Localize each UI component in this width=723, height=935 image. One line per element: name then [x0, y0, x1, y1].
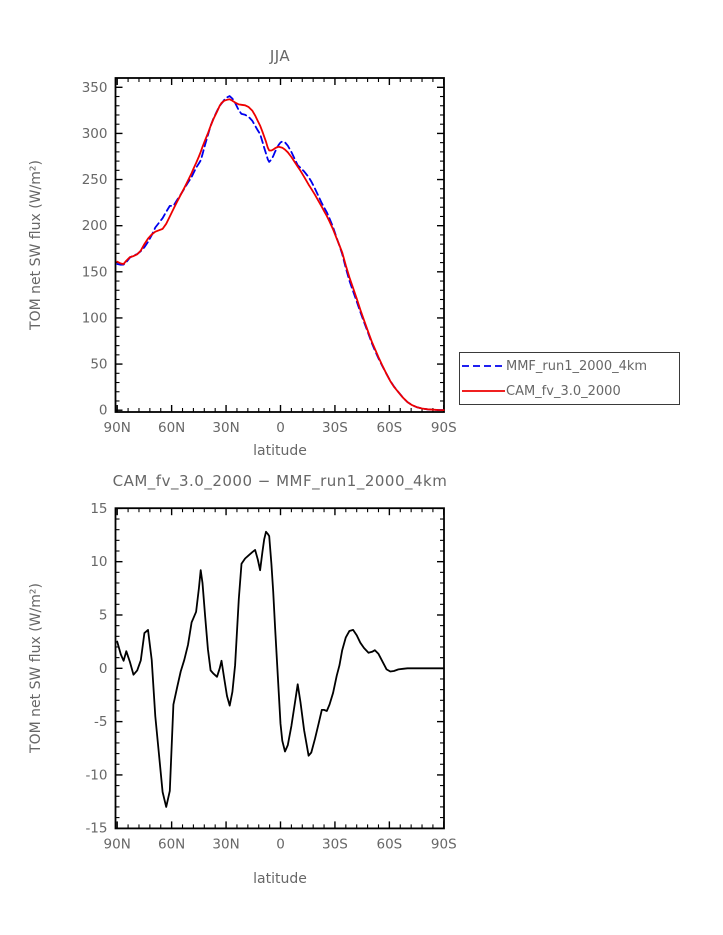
- x-tick-label: 0: [276, 836, 285, 852]
- top-chart-plot-area: 90N 60N 30N 0 30S 60S 90S 0 50 100 150 200 250 300 350: [82, 77, 457, 436]
- plot-frame: [114, 507, 445, 830]
- bottom-chart-x-axis-label: latitude: [253, 871, 307, 887]
- x-tick-label: 90N: [104, 420, 131, 436]
- plot-frame: [114, 77, 445, 413]
- series-line-cam-fv-3-0-2000: [116, 98, 445, 412]
- y-tick-label: 10: [90, 554, 107, 570]
- y-tick-label: 0: [99, 403, 108, 419]
- y-tick-label: -10: [85, 767, 107, 783]
- x-tick-label: 90S: [431, 420, 457, 436]
- legend-dashed-line-sample: [462, 365, 505, 367]
- x-tick-label: 60N: [158, 420, 185, 436]
- y-tick-label: 100: [82, 310, 108, 326]
- y-tick-label: 15: [90, 501, 107, 517]
- bottom-chart-y-axis-label: TOM net SW flux (W/m²): [28, 583, 44, 753]
- bottom-chart-title: CAM_fv_3.0_2000 − MMF_run1_2000_4km: [112, 472, 448, 490]
- x-tick-label: 90N: [104, 836, 131, 852]
- x-tick-label: 30N: [212, 836, 239, 852]
- series-line-cam-fv-3-0-2000-mmf-run1-2000-4km: [116, 530, 445, 808]
- x-tick-label: 30N: [212, 420, 239, 436]
- y-tick-label: 350: [82, 80, 108, 96]
- legend-label-cam: CAM_fv_3.0_2000: [506, 383, 621, 399]
- y-tick-label: 150: [82, 264, 108, 280]
- legend-label-mmf: MMF_run1_2000_4km: [506, 358, 648, 374]
- x-tick-label: 30S: [322, 420, 348, 436]
- top-chart-x-axis-label: latitude: [253, 443, 307, 459]
- y-tick-label: 0: [99, 661, 108, 677]
- y-tick-label: 250: [82, 172, 108, 188]
- y-tick-label: -5: [94, 714, 107, 730]
- legend-box: MMF_run1_2000_4km CAM_fv_3.0_2000: [459, 352, 680, 405]
- top-chart-y-axis-label: TOM net SW flux (W/m²): [28, 160, 44, 330]
- bottom-chart: 90N 60N 30N 0 30S 60S 90S -15 -10 -5 0 5 10 15: [0, 470, 723, 935]
- x-tick-label: 90S: [431, 836, 457, 852]
- x-tick-label: 60S: [376, 836, 402, 852]
- x-tick-label: 60N: [158, 836, 185, 852]
- y-tick-label: 5: [99, 607, 108, 623]
- top-chart: 90N 60N 30N 0 30S 60S 90S 0 50 100 150 200 250 300 350: [82, 77, 457, 436]
- y-tick-label: 300: [82, 126, 108, 142]
- y-tick-label: -15: [85, 821, 107, 837]
- series-line-mmf-run1-2000-4km: [116, 95, 445, 412]
- y-tick-label: 200: [82, 218, 108, 234]
- top-chart-title: JJA: [269, 47, 291, 65]
- legend-solid-line-sample: [462, 390, 505, 392]
- y-tick-label: 50: [90, 357, 107, 373]
- x-tick-label: 60S: [376, 420, 402, 436]
- x-tick-label: 0: [276, 420, 285, 436]
- legend-entry-cam: CAM_fv_3.0_2000: [460, 379, 679, 403]
- x-tick-label: 30S: [322, 836, 348, 852]
- legend-entry-mmf: MMF_run1_2000_4km: [460, 354, 679, 378]
- bottom-chart-plot-area: 90N 60N 30N 0 30S 60S 90S -15 -10 -5 0 5 10 15: [85, 501, 457, 853]
